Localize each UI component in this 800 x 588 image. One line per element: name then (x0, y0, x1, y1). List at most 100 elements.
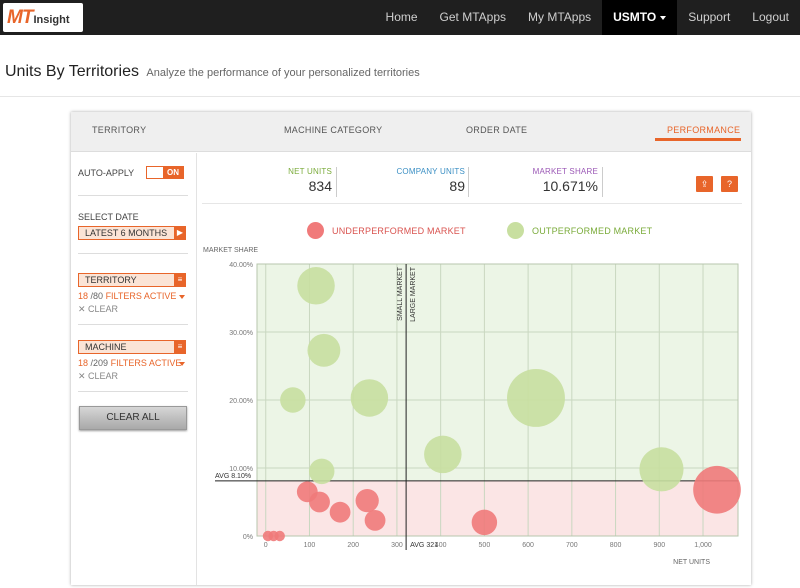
x-tick-label: 800 (610, 542, 622, 549)
x-tick-label: 1,000 (694, 542, 712, 549)
underperformed-bubble (268, 530, 279, 542)
logo-insight: Insight (33, 13, 70, 26)
underperformed-bubble (693, 465, 741, 514)
date-select-value: LATEST 6 MONTHS (85, 228, 168, 238)
caret-down-icon[interactable] (179, 362, 185, 366)
legend-underperformed-label: UNDERPERFORMED MARKET (332, 225, 466, 236)
underperformed-bubble (329, 501, 351, 523)
page-title: Units By Territories (5, 63, 139, 80)
underperformed-bubble (296, 481, 318, 503)
sidebar-divider (196, 153, 197, 585)
nav-home[interactable]: Home (385, 10, 418, 24)
stat-company-units: COMPANY UNITS 89 (381, 167, 465, 194)
tab-performance[interactable]: PERFORMANCE (667, 125, 741, 135)
auto-apply-toggle[interactable]: ON (146, 166, 184, 179)
nav-get-mtapps[interactable]: Get MTApps (439, 10, 507, 24)
underperformed-bubble (471, 509, 498, 536)
stat-market-share-value: 10.671% (542, 178, 598, 194)
export-icon: ⇪ (700, 179, 709, 189)
header-divider (0, 96, 800, 97)
nav-my-mtapps[interactable]: My MTApps (528, 10, 592, 24)
nav-support[interactable]: Support (688, 10, 731, 24)
avg-market-share-label: AVG 8.10% (215, 473, 251, 480)
y-tick-label: 10.00% (229, 466, 253, 473)
stat-divider (336, 167, 337, 197)
page-header: Units By Territories Analyze the perform… (5, 63, 420, 81)
stat-divider (602, 167, 603, 197)
x-tick-label: 900 (653, 542, 665, 549)
stat-company-units-label: COMPANY UNITS (396, 167, 465, 176)
territory-filter[interactable]: TERRITORY ≡ (78, 273, 186, 287)
underperformed-bubble (262, 530, 274, 542)
legend-outperformed: OUTPERFORMED MARKET (507, 222, 652, 239)
x-tick-label: 300 (391, 542, 403, 549)
divider (78, 253, 188, 254)
machine-filter-status[interactable]: 18 /209 FILTERS ACTIVE (78, 358, 181, 368)
active-tab-indicator (655, 138, 741, 141)
x-tick-label: 200 (347, 542, 359, 549)
small-market-label: SMALL MARKET (397, 266, 404, 321)
x-tick-label: 400 (435, 542, 447, 549)
stat-market-share: MARKET SHARE 10.671% (521, 167, 598, 194)
territory-total: /80 (90, 291, 104, 301)
underperformed-swatch (307, 222, 324, 239)
stat-net-units: NET UNITS 834 (271, 167, 332, 194)
outperformed-bubble (307, 333, 341, 367)
tab-territory[interactable]: TERRITORY (92, 125, 147, 135)
outperformed-swatch (507, 222, 524, 239)
caret-down-icon[interactable] (179, 295, 185, 299)
territory-count: 18 (78, 291, 89, 301)
x-tick-label: 600 (522, 542, 534, 549)
nav-logout[interactable]: Logout (752, 10, 789, 24)
auto-apply-label: AUTO-APPLY (78, 168, 135, 178)
large-market-label: LARGE MARKET (410, 266, 417, 322)
stat-company-units-value: 89 (449, 178, 465, 194)
tab-order-date[interactable]: ORDER DATE (466, 125, 528, 135)
divider (78, 195, 188, 196)
underperformed-bubble (274, 530, 285, 542)
underperformed-bubble (355, 489, 379, 513)
outperformed-bubble (424, 435, 462, 474)
nav-usmto-dropdown[interactable]: USMTO (602, 0, 678, 35)
export-button[interactable]: ⇪ (696, 176, 713, 192)
stat-net-units-label: NET UNITS (288, 167, 332, 176)
nav-usmto-label: USMTO (613, 10, 657, 24)
machine-filter-label: MACHINE (85, 342, 127, 352)
filter-tabs: TERRITORY MACHINE CATEGORY ORDER DATE PE… (71, 112, 751, 152)
machine-clear-link[interactable]: ✕ CLEAR (78, 371, 119, 381)
x-tick-label: 100 (304, 542, 316, 549)
stat-divider (468, 167, 469, 197)
outperformed-bubble (639, 447, 684, 492)
outperformed-zone (257, 264, 738, 481)
machine-total: /209 (90, 358, 109, 368)
outperformed-bubble (297, 267, 335, 305)
machine-active: FILTERS ACTIVE (110, 358, 182, 368)
y-tick-label: 40.00% (229, 262, 253, 269)
menu-icon: ≡ (174, 273, 186, 287)
avg-net-units-label: AVG 321 (410, 542, 438, 549)
divider (78, 324, 188, 325)
chevron-right-icon: ▶ (174, 226, 186, 240)
x-tick-label: 0 (264, 542, 268, 549)
machine-filter[interactable]: MACHINE ≡ (78, 340, 186, 354)
divider (78, 391, 188, 392)
plot-border (256, 263, 739, 537)
date-select[interactable]: LATEST 6 MONTHS ▶ (78, 226, 186, 240)
x-axis-label: NET UNITS (673, 559, 710, 566)
x-tick-label: 700 (566, 542, 578, 549)
menu-icon: ≡ (174, 340, 186, 354)
underperformed-bubble (309, 491, 330, 513)
mtinsight-logo[interactable]: MT Insight (3, 3, 83, 32)
stats-divider (202, 203, 742, 204)
clear-all-button[interactable]: CLEAR ALL (79, 406, 187, 430)
territory-filter-label: TERRITORY (85, 275, 137, 285)
territory-active: FILTERS ACTIVE (105, 291, 177, 301)
territory-clear-link[interactable]: ✕ CLEAR (78, 304, 119, 314)
outperformed-bubble (350, 379, 389, 417)
help-button[interactable]: ? (721, 176, 738, 192)
y-tick-label: 0% (243, 534, 253, 541)
territory-filter-status[interactable]: 18 /80 FILTERS ACTIVE (78, 291, 176, 301)
select-date-label: SELECT DATE (78, 212, 139, 222)
tab-machine-category[interactable]: MACHINE CATEGORY (284, 125, 383, 135)
page-subtitle: Analyze the performance of your personal… (146, 67, 420, 79)
